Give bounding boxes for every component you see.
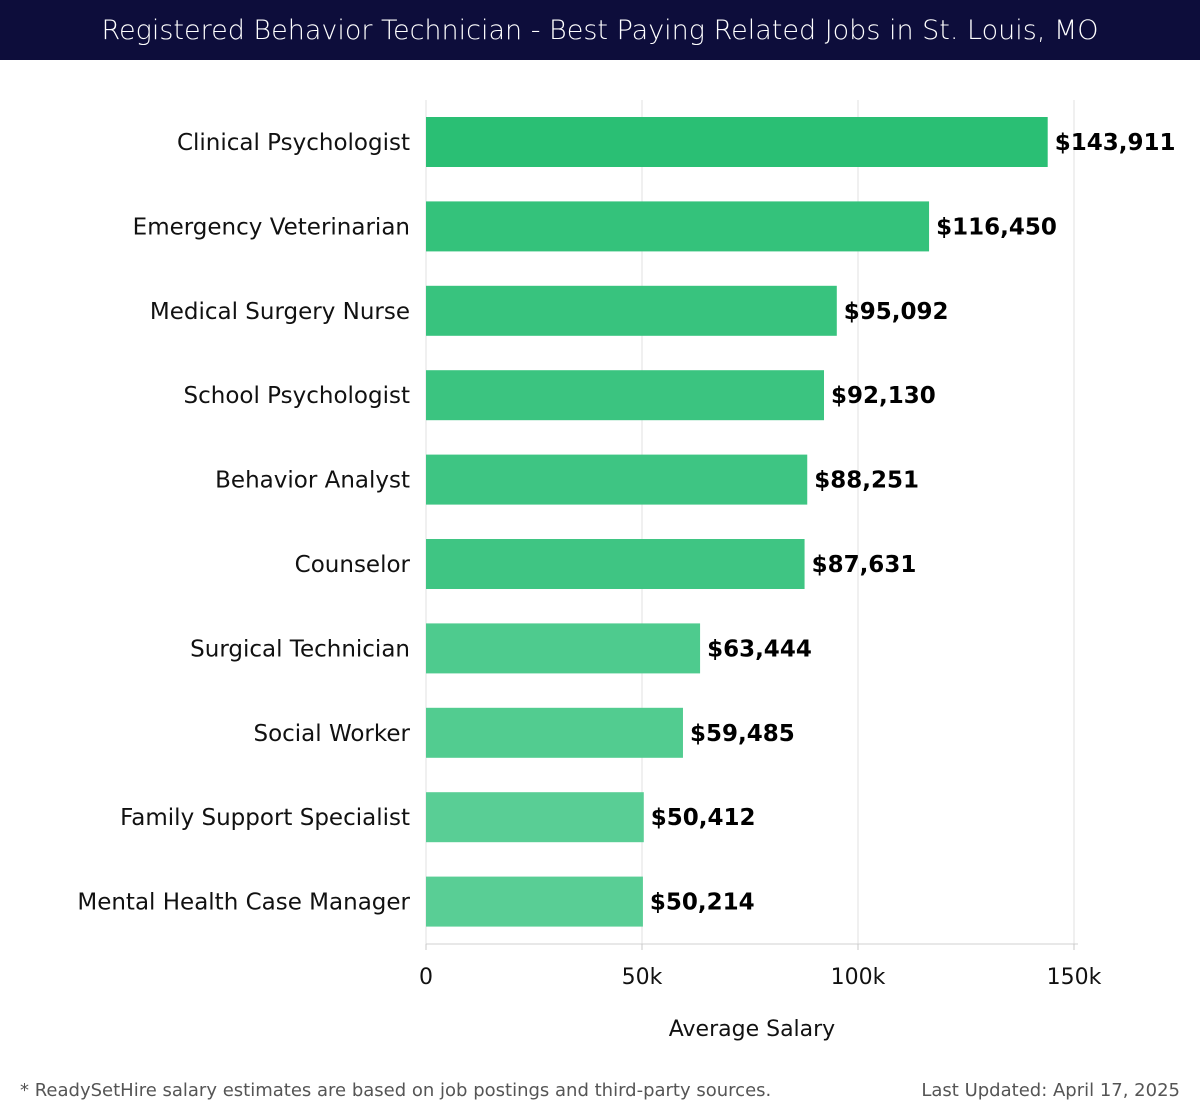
bar [426,876,643,927]
footer-note: * ReadySetHire salary estimates are base… [20,1080,772,1101]
value-label: $59,485 [690,721,795,747]
category-label: Mental Health Case Manager [77,890,410,916]
bar [426,370,825,421]
bar [426,454,808,505]
category-label: Emergency Veterinarian [133,214,410,240]
x-tick-label: 150k [1047,965,1102,990]
chart-title-bar: Registered Behavior Technician - Best Pa… [0,0,1200,60]
x-tick-label: 0 [419,965,433,990]
x-tick-label: 100k [831,965,886,990]
bar [426,539,805,589]
last-updated: Last Updated: April 17, 2025 [921,1080,1180,1101]
value-label: $95,092 [844,299,949,325]
category-label: Behavior Analyst [215,468,410,494]
category-label: School Psychologist [184,383,410,409]
bar [426,201,930,252]
x-axis-label: Average Salary [669,1017,835,1042]
value-label: $63,444 [707,636,812,662]
salary-bar-chart: 0 50k 100k 150k Average Salary Clinical Psych… [77,100,1176,1042]
bar [426,285,837,336]
bar [426,792,644,843]
value-label: $50,214 [650,890,755,916]
category-label: Family Support Specialist [120,805,410,831]
x-tick-label: 50k [622,965,663,990]
category-label: Social Worker [253,721,410,747]
category-label: Counselor [295,552,411,578]
value-label: $87,631 [812,552,917,578]
bar [426,623,701,674]
value-label: $50,412 [651,805,756,831]
chart-title: Registered Behavior Technician - Best Pa… [101,14,1099,46]
bar [426,707,683,758]
value-label: $116,450 [936,214,1057,240]
value-label: $88,251 [814,468,919,494]
value-label: $92,130 [831,383,936,409]
value-label: $143,911 [1055,130,1176,156]
category-label: Clinical Psychologist [177,130,410,156]
category-label: Medical Surgery Nurse [150,299,410,325]
category-label: Surgical Technician [190,636,410,662]
bar [426,117,1048,167]
